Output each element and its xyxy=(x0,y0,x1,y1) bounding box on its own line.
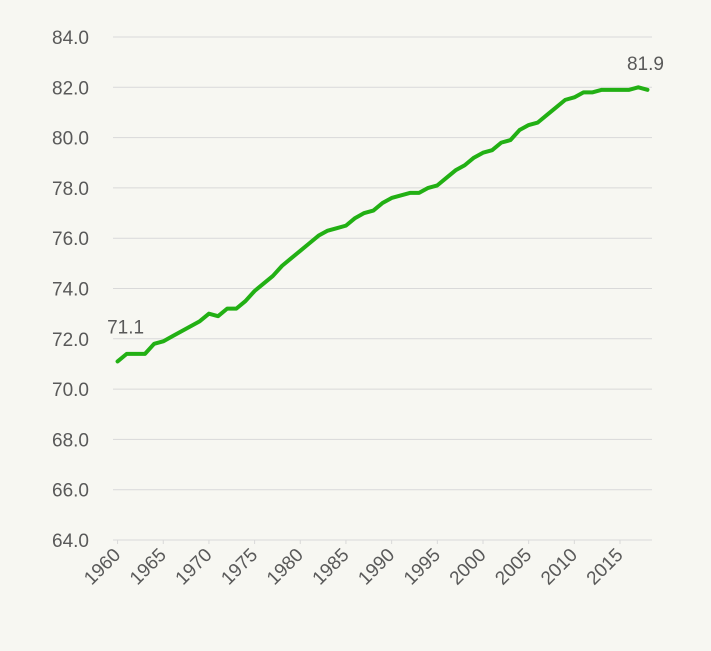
x-tick-label: 1990 xyxy=(354,545,399,590)
x-tick-label: 2005 xyxy=(491,545,536,590)
data-label: 71.1 xyxy=(107,317,144,338)
x-tick-label: 1995 xyxy=(400,545,445,590)
y-tick-label: 68.0 xyxy=(52,430,89,451)
y-tick-label: 72.0 xyxy=(52,330,89,351)
y-tick-label: 78.0 xyxy=(52,179,89,200)
y-tick-label: 64.0 xyxy=(52,531,89,552)
x-tick-label: 1975 xyxy=(217,545,262,590)
y-tick-label: 70.0 xyxy=(52,380,89,401)
data-line xyxy=(115,85,650,364)
y-tick-label: 80.0 xyxy=(52,129,89,150)
x-tick-label: 1965 xyxy=(126,545,171,590)
y-tick-label: 76.0 xyxy=(52,229,89,250)
data-label: 81.9 xyxy=(627,54,664,75)
x-tick-label: 1980 xyxy=(263,545,308,590)
y-tick-label: 66.0 xyxy=(52,481,89,502)
x-tick-label: 2015 xyxy=(583,545,628,590)
x-tick-label: 2000 xyxy=(446,545,491,590)
x-tick-label: 2010 xyxy=(537,545,582,590)
x-tick-label: 1985 xyxy=(309,545,354,590)
y-tick-label: 82.0 xyxy=(52,78,89,99)
y-tick-label: 84.0 xyxy=(52,28,89,49)
x-tick-label: 1970 xyxy=(172,545,217,590)
y-tick-label: 74.0 xyxy=(52,280,89,301)
